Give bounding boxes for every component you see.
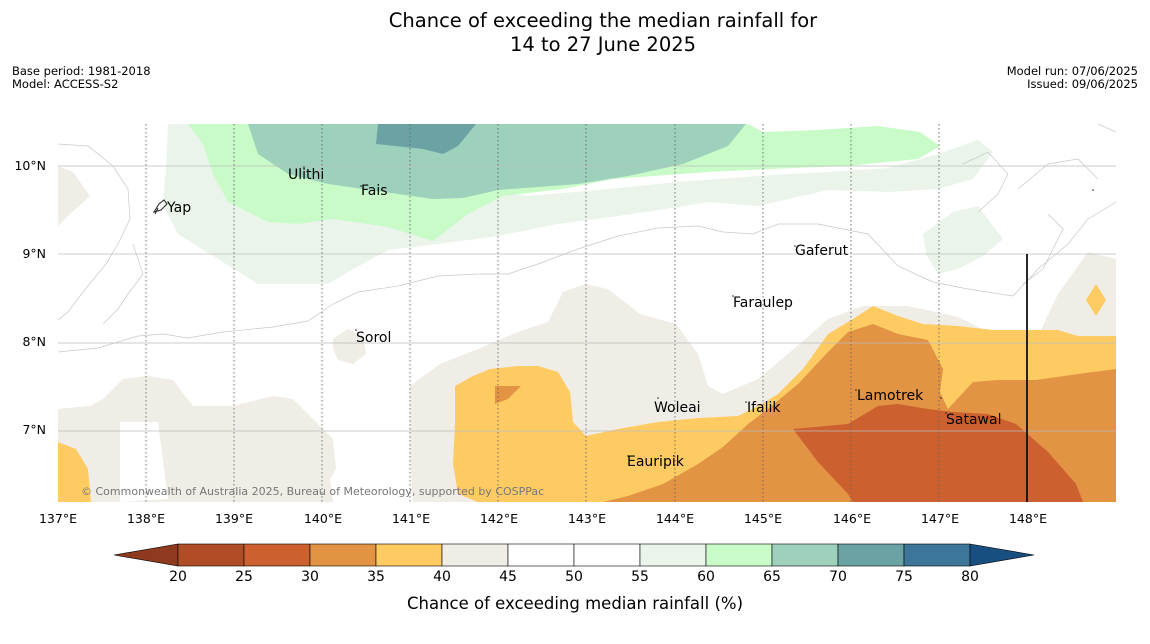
zone-70-75	[376, 124, 476, 154]
lon-label-145e: 145°E	[743, 511, 782, 526]
colorbar-tick-label: 40	[433, 569, 451, 585]
zone-35-40-east-diamond	[1086, 284, 1106, 316]
zone-55-60-east	[923, 206, 1003, 274]
lon-label-137e: 137°E	[38, 511, 77, 526]
lon-label-138e: 138°E	[126, 511, 165, 526]
colorbar-title: Chance of exceeding median rainfall (%)	[406, 594, 744, 613]
zone-30-35-small	[495, 386, 521, 404]
colorbar-tick-label: 25	[235, 569, 253, 585]
colorbar-tick-label: 35	[367, 569, 385, 585]
colorbar	[114, 543, 1035, 567]
colorbar-tick-label: 80	[961, 569, 979, 585]
colorbar-tick-label: 60	[697, 569, 715, 585]
place-yap: Yap	[167, 200, 192, 216]
lat-label-9n: 9°N	[22, 246, 46, 261]
lon-label-142e: 142°E	[479, 511, 518, 526]
place-satawal: Satawal	[946, 412, 1002, 428]
colorbar-cell	[903, 543, 971, 567]
colorbar-cell	[507, 543, 575, 567]
colorbar-cell	[177, 543, 245, 567]
zone-55-60-north	[163, 124, 993, 284]
colorbar-cell	[705, 543, 773, 567]
place-sorol: Sorol	[356, 330, 392, 346]
colorbar-tick-label: 30	[301, 569, 319, 585]
title-line-1: Chance of exceeding the median rainfall …	[388, 9, 818, 32]
colorbar-tick-label: 70	[829, 569, 847, 585]
copyright-notice: © Commonwealth of Australia 2025, Bureau…	[81, 485, 545, 498]
lon-label-143e: 143°E	[567, 511, 606, 526]
zone-65-70	[248, 124, 746, 199]
colorbar-extend-low	[114, 543, 179, 567]
base-period: Base period: 1981-2018	[12, 64, 151, 78]
model-run: Model run: 07/06/2025	[1006, 64, 1138, 78]
lat-label-7n: 7°N	[22, 422, 46, 437]
lon-label-148e: 148°E	[1008, 511, 1047, 526]
lon-label-139e: 139°E	[214, 511, 253, 526]
lon-label-147e: 147°E	[920, 511, 959, 526]
colorbar-tick-label: 55	[631, 569, 649, 585]
lon-label-144e: 144°E	[655, 511, 694, 526]
zone-35-40-west-corner	[58, 442, 91, 502]
lon-label-146e: 146°E	[832, 511, 871, 526]
model-name: Model: ACCESS-S2	[12, 77, 119, 91]
zone-40-45-west-edge	[58, 166, 90, 226]
colorbar-cell	[441, 543, 509, 567]
place-gaferut: Gaferut	[795, 243, 849, 259]
lat-label-8n: 8°N	[22, 334, 46, 349]
place-ulithi: Ulithi	[288, 167, 325, 183]
zone-25-30	[793, 404, 1083, 502]
meta-left: Base period: 1981-2018 Model: ACCESS-S2	[12, 65, 151, 91]
meta-right: Model run: 07/06/2025 Issued: 09/06/2025	[1007, 65, 1138, 91]
place-eauripik: Eauripik	[627, 454, 684, 470]
colorbar-tick-label: 45	[499, 569, 517, 585]
place-ifalik: Ifalik	[747, 400, 781, 416]
map-panel[interactable]: Ulithi Fais Yap Gaferut Faraulep Sorol W…	[58, 124, 1116, 502]
colorbar-tick-label: 50	[565, 569, 583, 585]
colorbar-tick-label: 20	[169, 569, 187, 585]
title-line-2: 14 to 27 June 2025	[509, 33, 697, 56]
colorbar-cell	[375, 543, 443, 567]
zone-40-45-sorol	[333, 329, 366, 364]
colorbar-cell	[837, 543, 905, 567]
colorbar-extend-high	[969, 543, 1035, 567]
colorbar-cell	[771, 543, 839, 567]
issued-date: Issued: 09/06/2025	[1027, 77, 1138, 91]
colorbar-cell	[243, 543, 311, 567]
lat-label-10n: 10°N	[14, 158, 46, 173]
colorbar-tick-label: 75	[895, 569, 913, 585]
zone-45-55-hole-2	[336, 409, 383, 456]
colorbar-cell	[309, 543, 377, 567]
colorbar-cell	[573, 543, 641, 567]
colorbar-cell	[639, 543, 707, 567]
place-woleai: Woleai	[654, 400, 701, 416]
zone-45-55-hole-1	[120, 422, 168, 502]
colorbar-tick-label: 65	[763, 569, 781, 585]
place-lamotrek: Lamotrek	[857, 388, 924, 404]
rainfall-probability-map	[58, 124, 1116, 502]
island-marks	[152, 166, 1094, 457]
lon-label-141e: 141°E	[391, 511, 430, 526]
place-faraulep: Faraulep	[733, 295, 793, 311]
chart-title: Chance of exceeding the median rainfall …	[0, 9, 1150, 57]
place-fais: Fais	[361, 183, 388, 199]
lon-label-140e: 140°E	[303, 511, 342, 526]
